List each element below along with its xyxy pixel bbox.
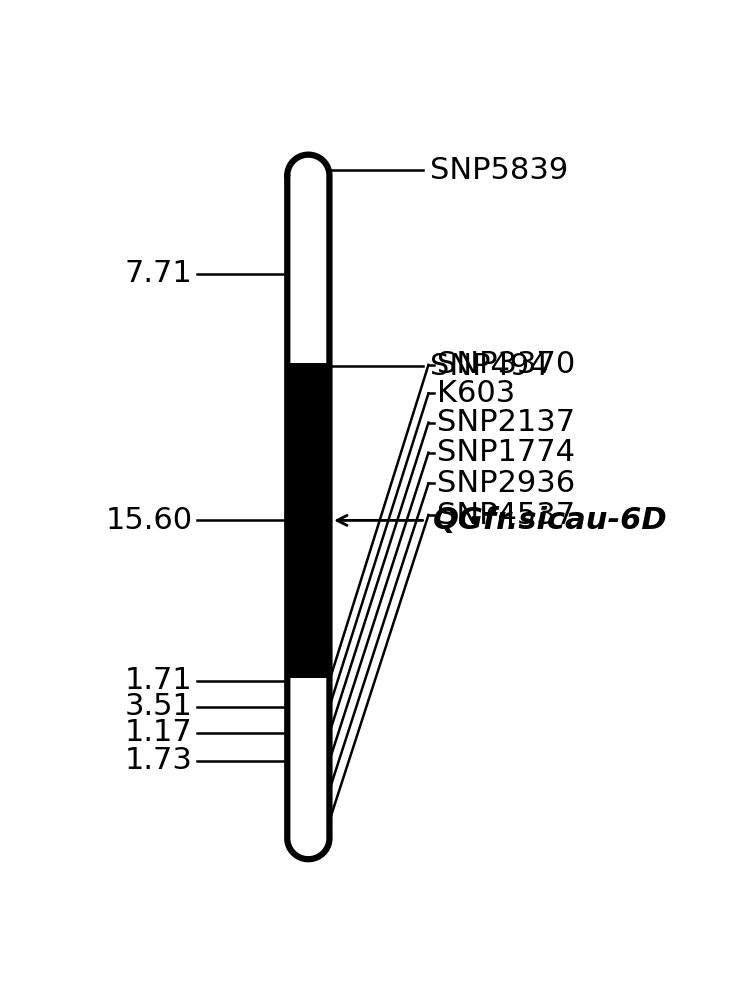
Text: 15.60: 15.60 (105, 506, 192, 535)
Text: 7.71: 7.71 (125, 259, 192, 288)
Text: SNP1774: SNP1774 (437, 438, 575, 467)
Text: SNP494: SNP494 (429, 352, 548, 381)
Bar (287, 363, 330, 678)
Text: SNP5839: SNP5839 (429, 156, 568, 185)
Ellipse shape (287, 817, 330, 859)
Text: 1.73: 1.73 (125, 746, 192, 775)
Text: 3.51: 3.51 (125, 692, 192, 721)
Text: SNP4537: SNP4537 (437, 501, 575, 530)
Bar (287, 176, 330, 838)
Text: SNP2936: SNP2936 (437, 469, 575, 498)
Text: QGfr.sicau-6D: QGfr.sicau-6D (433, 506, 668, 535)
Text: 1.71: 1.71 (125, 666, 192, 695)
Text: SNP2137: SNP2137 (437, 408, 575, 437)
Ellipse shape (287, 155, 330, 197)
Text: SNP3370: SNP3370 (437, 350, 575, 379)
Text: 1.17: 1.17 (125, 718, 192, 747)
Text: K603: K603 (437, 379, 516, 408)
